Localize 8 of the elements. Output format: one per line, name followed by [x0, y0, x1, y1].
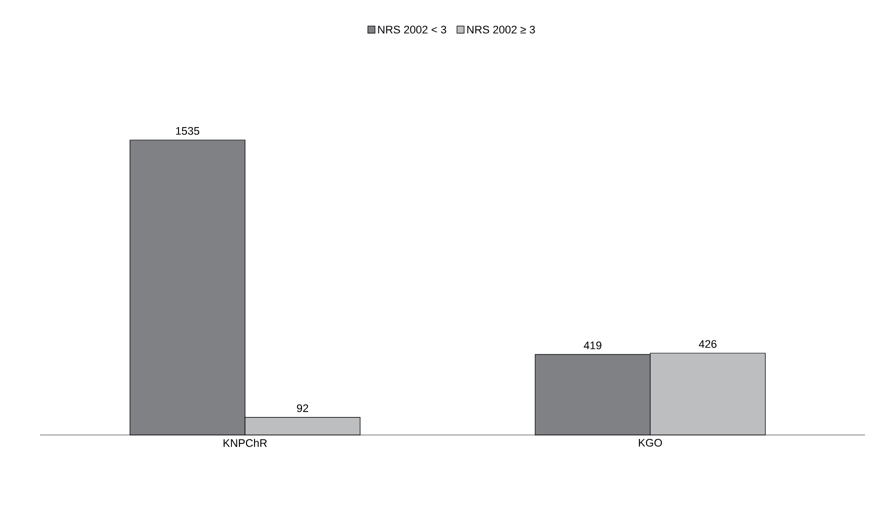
legend-label: NRS 2002 ≥ 3 [467, 26, 535, 34]
x-tick-label: KGO [638, 438, 662, 447]
data-label: 426 [698, 340, 716, 348]
data-label: 419 [584, 341, 602, 350]
legend-label: NRS 2002 < 3 [378, 26, 446, 34]
data-label: 92 [296, 404, 308, 412]
data-label: 1535 [176, 127, 200, 135]
x-tick-label: KNPChR [224, 438, 267, 447]
